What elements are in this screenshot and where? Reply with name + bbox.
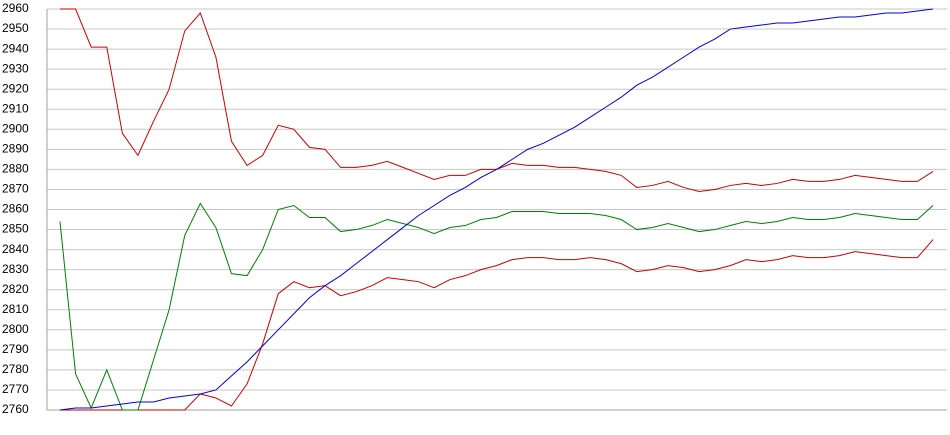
y-tick-label: 2790 xyxy=(2,342,29,356)
y-tick-label: 2760 xyxy=(2,402,29,416)
y-tick-label: 2850 xyxy=(2,222,29,236)
y-tick-label: 2860 xyxy=(2,202,29,216)
y-tick-label: 2960 xyxy=(2,1,29,15)
y-tick-label: 2940 xyxy=(2,41,29,55)
y-tick-label: 2890 xyxy=(2,142,29,156)
series-line xyxy=(60,8,934,192)
y-tick-label: 2820 xyxy=(2,282,29,296)
series-line xyxy=(60,239,934,411)
y-tick-label: 2900 xyxy=(2,121,29,135)
y-tick-label: 2950 xyxy=(2,21,29,35)
y-tick-label: 2920 xyxy=(2,81,29,95)
y-tick-label: 2870 xyxy=(2,182,29,196)
y-tick-label: 2810 xyxy=(2,302,29,316)
y-tick-label: 2840 xyxy=(2,242,29,256)
y-tick-label: 2770 xyxy=(2,382,29,396)
y-tick-label: 2780 xyxy=(2,362,29,376)
series-line xyxy=(59,202,934,411)
series-line xyxy=(59,8,934,411)
y-tick-label: 2910 xyxy=(2,101,29,115)
y-tick-label: 2830 xyxy=(2,262,29,276)
y-tick-label: 2800 xyxy=(2,322,29,336)
y-tick-label: 2880 xyxy=(2,162,29,176)
y-tick-label: 2930 xyxy=(2,61,29,75)
